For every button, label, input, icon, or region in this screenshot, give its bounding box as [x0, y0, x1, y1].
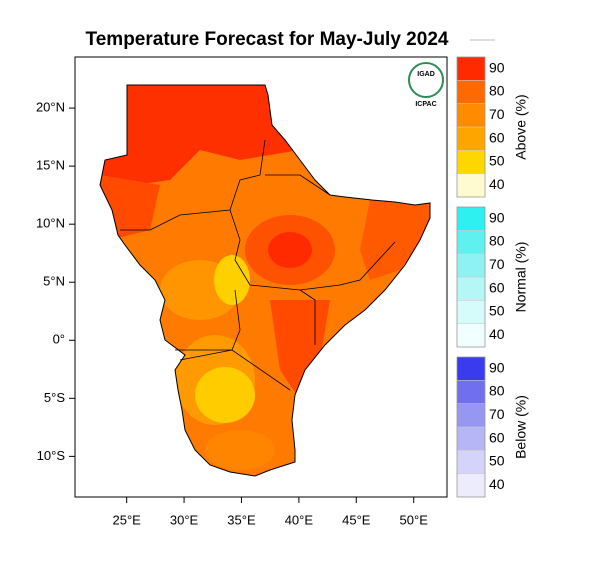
x-tick-label: 50°E: [400, 512, 429, 527]
y-tick-label: 5°N: [43, 274, 65, 289]
logo-name: IGAD: [417, 71, 435, 78]
y-tick-label: 20°N: [36, 100, 65, 115]
legend-swatch: [456, 473, 486, 498]
legend-label: 90: [489, 59, 505, 75]
legend-swatch: [456, 403, 486, 428]
x-tick-label: 40°E: [285, 512, 314, 527]
legend-label: 80: [489, 233, 505, 249]
y-tick-label: 0°: [53, 332, 65, 347]
legend-label: 80: [489, 383, 505, 399]
legend-label: 40: [489, 176, 505, 192]
legend-frame: [456, 56, 486, 198]
legend-title: Above (%): [513, 94, 529, 159]
legend-swatch: [456, 276, 486, 301]
legend-label: 60: [489, 279, 505, 295]
y-tick-label: 15°N: [36, 158, 65, 173]
legend-frame: [456, 356, 486, 498]
legend-label: 50: [489, 153, 505, 169]
legend-swatch: [456, 323, 486, 348]
legend-label: 60: [489, 129, 505, 145]
legend-swatch: [456, 300, 486, 324]
legend-label: 40: [489, 326, 505, 342]
legend-swatch: [456, 253, 486, 278]
legend-label: 60: [489, 429, 505, 445]
y-tick-label: 5°S: [44, 390, 65, 405]
legend-frame: [456, 206, 486, 348]
borders: [120, 139, 396, 391]
legend-swatch: [456, 356, 486, 381]
legend-swatch: [456, 450, 486, 474]
legend-label: 90: [489, 359, 505, 375]
map-title: Temperature Forecast for May-July 2024: [86, 29, 449, 50]
legend-swatch: [456, 206, 486, 231]
legend-swatch: [456, 56, 486, 81]
legend-swatch: [456, 126, 486, 151]
legend-swatch: [456, 230, 486, 254]
legend-label: 70: [489, 256, 505, 272]
x-tick-label: 25°E: [112, 512, 141, 527]
legend-swatch: [456, 150, 486, 174]
y-tick-label: 10°N: [36, 216, 65, 231]
x-tick-label: 45°E: [342, 512, 371, 527]
legend-swatch: [456, 80, 486, 104]
coastline: [99, 84, 431, 477]
x-tick-label: 35°E: [227, 512, 256, 527]
legend-title: Below (%): [513, 395, 529, 459]
legend-label: 50: [489, 303, 505, 319]
legend-label: 40: [489, 476, 505, 492]
legend-swatch: [456, 103, 486, 128]
legend-swatch: [456, 173, 486, 198]
legend-label: 90: [489, 209, 505, 225]
legend-swatch: [456, 426, 486, 451]
legend-swatch: [456, 380, 486, 404]
logo-org: ICPAC: [415, 101, 436, 108]
legend-label: 70: [489, 106, 505, 122]
legend-title: Normal (%): [513, 242, 529, 313]
x-tick-label: 30°E: [170, 512, 199, 527]
legend-label: 50: [489, 453, 505, 469]
legend-label: 80: [489, 83, 505, 99]
legend-label: 70: [489, 406, 505, 422]
y-tick-label: 10°S: [37, 448, 66, 463]
logo: IGAD ICPAC: [408, 62, 444, 108]
